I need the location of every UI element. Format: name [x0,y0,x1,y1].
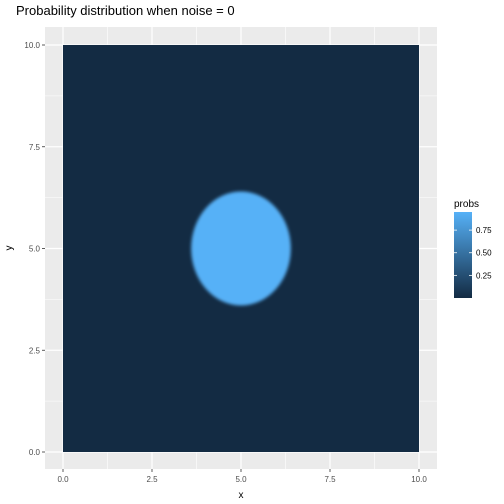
legend-title: probs [454,199,479,210]
x-tick-label: 7.5 [324,475,336,484]
y-axis-title: y [4,246,15,251]
heatmap-high-probability-region [191,192,291,306]
legend-tick-label: 0.50 [476,249,492,258]
y-tick-label: 2.5 [29,346,41,355]
x-tick-label: 5.0 [235,475,247,484]
y-tick-label: 0.0 [29,448,41,457]
legend-tick-label: 0.25 [476,271,492,280]
x-tick-label: 10.0 [411,475,427,484]
x-axis-title: x [239,490,244,501]
y-tick-label: 5.0 [29,245,41,254]
y-axis-ticks: 0.0 2.5 5.0 7.5 10.0 [24,41,45,457]
legend: probs 0.25 0.50 0.75 [454,199,492,298]
chart-title: Probability distribution when noise = 0 [16,3,235,18]
y-tick-label: 10.0 [24,41,40,50]
legend-tick-label: 0.75 [476,226,492,235]
x-tick-label: 0.0 [57,475,69,484]
y-tick-label: 7.5 [29,143,41,152]
x-axis-ticks: 0.0 2.5 5.0 7.5 10.0 [57,469,427,484]
legend-colorbar [454,212,472,298]
x-tick-label: 2.5 [146,475,158,484]
